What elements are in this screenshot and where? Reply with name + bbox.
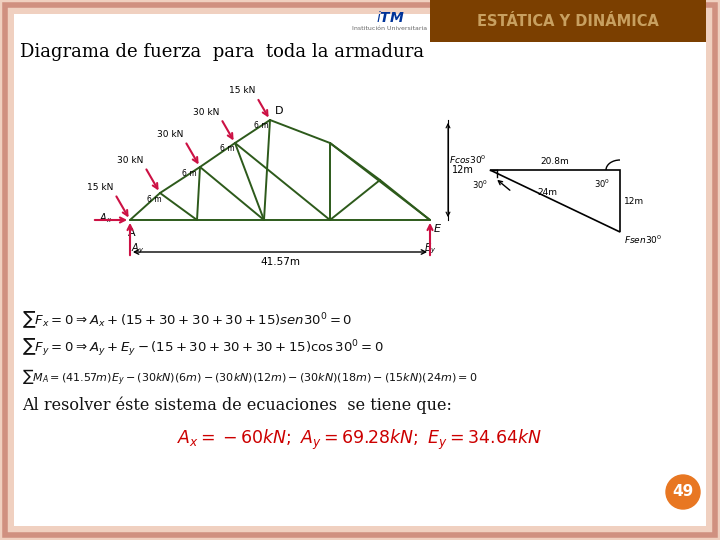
Text: 6 m: 6 m (147, 195, 161, 205)
Text: $E$: $E$ (433, 222, 442, 234)
Text: $\sum M_A = (41.57m)E_y - (30kN)(6m) - (30kN)(12m) - (30kN)(18m) - (15kN)(24m) =: $\sum M_A = (41.57m)E_y - (30kN)(6m) - (… (22, 368, 477, 388)
Text: 6 m: 6 m (220, 144, 234, 153)
Text: D: D (275, 106, 284, 116)
FancyBboxPatch shape (14, 14, 706, 526)
Circle shape (666, 475, 700, 509)
Text: 12m: 12m (452, 165, 474, 175)
Text: $Fsen30^0$: $Fsen30^0$ (624, 234, 662, 246)
Text: 49: 49 (672, 484, 693, 500)
Text: 30 kN: 30 kN (157, 130, 183, 139)
Text: ESTÁTICA Y DINÁMICA: ESTÁTICA Y DINÁMICA (477, 14, 659, 29)
Text: $A_x = -60kN;\ A_y = 69.28kN;\ E_y = 34.64kN$: $A_x = -60kN;\ A_y = 69.28kN;\ E_y = 34.… (177, 428, 543, 452)
Text: 6 m: 6 m (254, 120, 269, 130)
Text: 6 m: 6 m (182, 169, 197, 178)
Text: Diagrama de fuerza  para  toda la armadura: Diagrama de fuerza para toda la armadura (20, 43, 424, 61)
Text: A: A (128, 228, 136, 238)
Text: 15 kN: 15 kN (229, 86, 255, 96)
Text: 20.8m: 20.8m (541, 157, 570, 166)
Text: 41.57m: 41.57m (260, 257, 300, 267)
Text: 30 kN: 30 kN (117, 156, 143, 165)
Text: $\it{i}$TM: $\it{i}$TM (376, 10, 405, 25)
Text: Al resolver éste sistema de ecuaciones  se tiene que:: Al resolver éste sistema de ecuaciones s… (22, 396, 452, 414)
Text: 12m: 12m (624, 197, 644, 206)
Text: $30^0$: $30^0$ (594, 178, 610, 191)
Text: Institución Universitaria: Institución Universitaria (352, 26, 428, 31)
Text: 30 kN: 30 kN (193, 108, 219, 117)
Text: 15 kN: 15 kN (86, 183, 113, 192)
Text: 24m: 24m (537, 188, 557, 197)
Text: $\sum F_y = 0 \Rightarrow A_y + E_y - (15+30+30+30+15)\cos 30^0 = 0$: $\sum F_y = 0 \Rightarrow A_y + E_y - (1… (22, 338, 384, 359)
Text: $A_x$: $A_x$ (99, 211, 112, 225)
FancyBboxPatch shape (5, 5, 715, 535)
FancyBboxPatch shape (430, 0, 706, 42)
Text: $30^0$: $30^0$ (472, 179, 488, 191)
Text: $A_y$: $A_y$ (131, 242, 145, 256)
Text: $\sum F_x = 0 \Rightarrow A_x + (15+30+30+30+15)sen30^0 = 0$: $\sum F_x = 0 \Rightarrow A_x + (15+30+3… (22, 309, 352, 330)
Text: $Fcos30^0$: $Fcos30^0$ (449, 153, 486, 166)
Text: $E_y$: $E_y$ (424, 242, 436, 256)
